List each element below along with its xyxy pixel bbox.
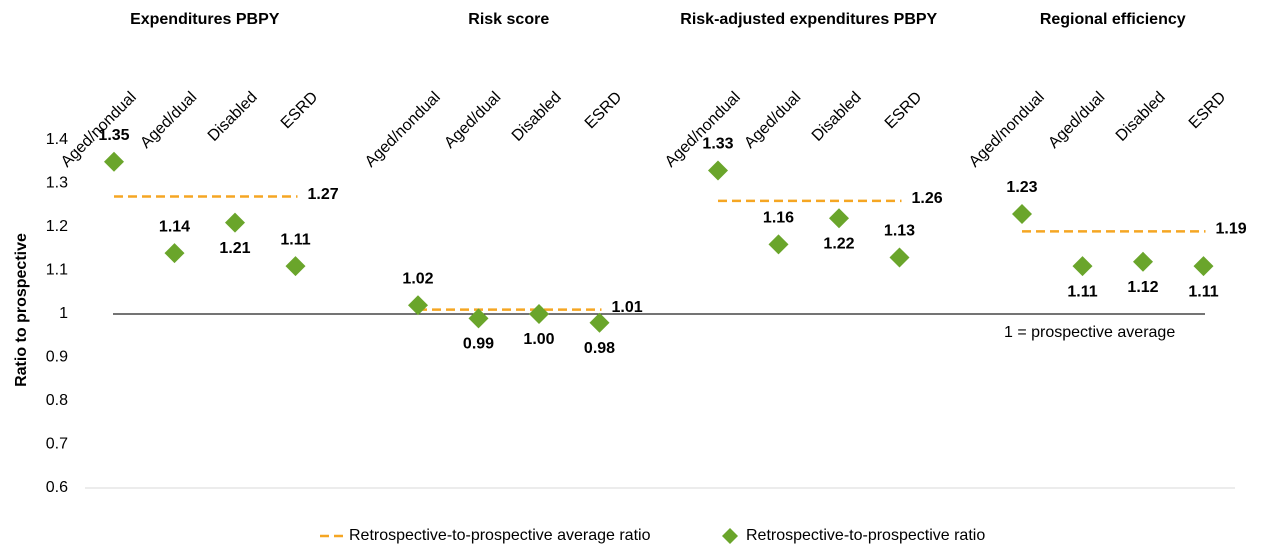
- y-tick-label: 1.4: [46, 131, 68, 148]
- point: [768, 234, 789, 255]
- point: [1072, 256, 1093, 277]
- y-tick-label: 1.1: [46, 262, 68, 279]
- value-label: 1.14: [159, 218, 190, 235]
- value-label: 1.16: [763, 210, 794, 227]
- value-label: 0.99: [463, 336, 494, 353]
- panel-title: Regional efficiency: [1040, 11, 1186, 28]
- category-label: ESRD: [278, 89, 321, 132]
- point: [1012, 203, 1032, 224]
- value-label: 1.12: [1127, 279, 1158, 296]
- average-label: 1.27: [308, 186, 339, 203]
- point: [468, 308, 489, 329]
- y-tick-label: 1.2: [46, 218, 68, 235]
- category-label: ESRD: [582, 89, 625, 132]
- panel-title: Risk-adjusted expenditures PBPY: [680, 11, 937, 28]
- legend-average-label: Retrospective-to-prospective average rat…: [349, 527, 651, 544]
- category-label: Aged/dual: [137, 89, 200, 152]
- point: [104, 151, 124, 172]
- value-label: 1.11: [1067, 283, 1097, 300]
- value-label: 1.33: [702, 136, 733, 153]
- value-label: 1.11: [280, 231, 310, 248]
- legend-point-label: Retrospective-to-prospective ratio: [746, 527, 985, 544]
- category-label: Disabled: [1113, 89, 1169, 145]
- category-label: Aged/dual: [441, 89, 504, 152]
- average-label: 1.26: [912, 190, 943, 207]
- category-label: Aged/dual: [741, 89, 804, 152]
- category-label: ESRD: [1186, 89, 1229, 132]
- point: [829, 208, 849, 229]
- value-label: 1.00: [523, 331, 554, 348]
- category-label: Aged/dual: [1045, 89, 1108, 152]
- value-label: 1.21: [219, 240, 250, 257]
- value-label: 1.23: [1006, 179, 1037, 196]
- category-label: ESRD: [882, 89, 925, 132]
- y-tick-label: 1.3: [46, 175, 68, 192]
- category-label: Disabled: [509, 89, 565, 145]
- average-label: 1.01: [612, 299, 643, 316]
- value-label: 1.11: [1188, 283, 1218, 300]
- value-label: 1.22: [823, 236, 854, 253]
- y-tick-label: 0.9: [46, 349, 68, 366]
- point: [529, 304, 549, 324]
- point: [285, 256, 306, 277]
- category-label: Disabled: [205, 89, 261, 145]
- y-tick-label: 0.6: [46, 479, 68, 496]
- point: [1193, 256, 1214, 277]
- value-label: 0.98: [584, 340, 615, 357]
- point: [1133, 251, 1153, 272]
- panel-title: Expenditures PBPY: [130, 11, 280, 28]
- point: [408, 295, 428, 316]
- value-label: 1.35: [98, 127, 129, 144]
- point: [164, 243, 185, 264]
- category-label: Aged/nondual: [662, 89, 744, 171]
- average-label: 1.19: [1216, 221, 1247, 238]
- value-label: 1.13: [884, 223, 915, 240]
- category-label: Aged/nondual: [362, 89, 444, 171]
- legend-point-swatch: [722, 528, 738, 544]
- point: [589, 312, 610, 333]
- value-label: 1.02: [402, 271, 433, 288]
- y-tick-label: 0.8: [46, 392, 68, 409]
- category-label: Aged/nondual: [966, 89, 1048, 171]
- point: [225, 212, 245, 233]
- y-axis-label: Ratio to prospective: [13, 233, 30, 387]
- panel-title: Risk score: [468, 11, 549, 28]
- point: [708, 160, 728, 181]
- category-label: Disabled: [809, 89, 865, 145]
- y-tick-label: 0.7: [46, 436, 68, 453]
- annotation: 1 = prospective average: [1004, 324, 1175, 341]
- point: [889, 247, 910, 268]
- y-tick-label: 1: [59, 305, 68, 322]
